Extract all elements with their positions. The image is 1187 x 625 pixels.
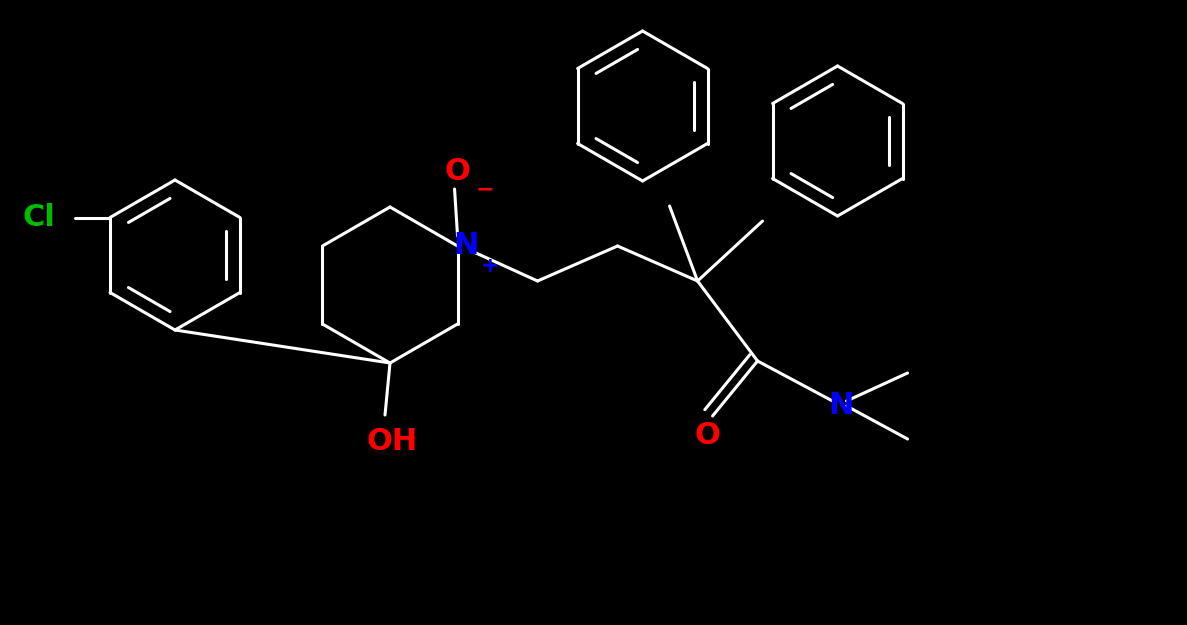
Text: N: N <box>827 391 853 421</box>
Text: −: − <box>475 179 494 199</box>
Text: +: + <box>481 256 499 276</box>
Text: O: O <box>694 421 721 451</box>
Text: O: O <box>445 156 470 186</box>
Text: Cl: Cl <box>23 203 55 232</box>
Text: OH: OH <box>367 426 418 456</box>
Text: N: N <box>453 231 478 261</box>
